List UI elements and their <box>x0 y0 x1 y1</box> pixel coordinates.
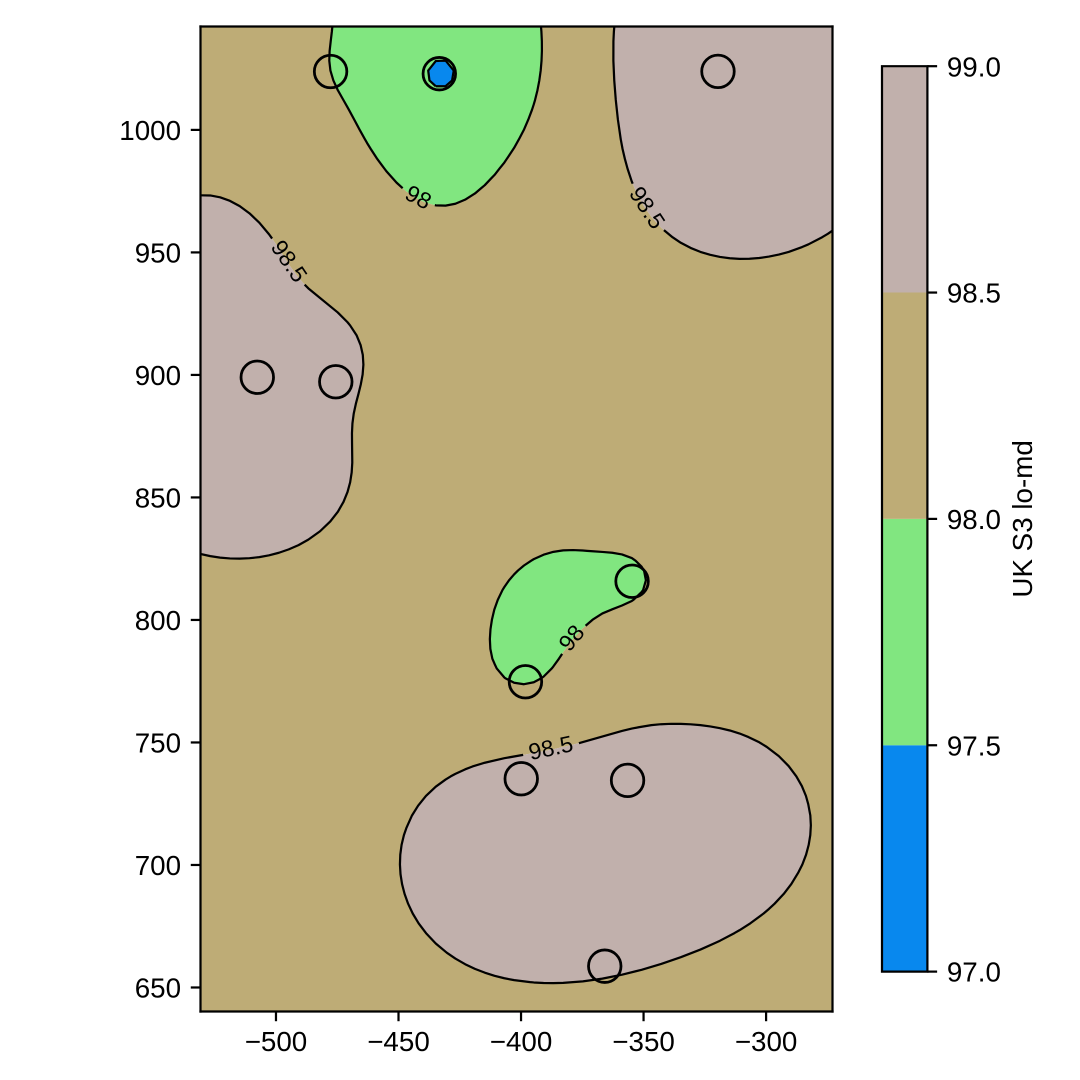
svg-text:99.0: 99.0 <box>947 51 1001 82</box>
svg-text:950: 950 <box>135 237 181 268</box>
svg-text:98.0: 98.0 <box>947 504 1001 535</box>
svg-text:900: 900 <box>135 360 181 391</box>
svg-text:−300: −300 <box>735 1026 798 1057</box>
svg-text:98.5: 98.5 <box>947 278 1001 309</box>
svg-text:UK S3 lo-md: UK S3 lo-md <box>1007 440 1038 597</box>
svg-text:650: 650 <box>135 973 181 1004</box>
svg-text:97.0: 97.0 <box>947 957 1001 988</box>
svg-text:750: 750 <box>135 728 181 759</box>
svg-text:1000: 1000 <box>119 115 181 146</box>
svg-text:97.5: 97.5 <box>947 730 1001 761</box>
svg-text:850: 850 <box>135 483 181 514</box>
svg-text:−350: −350 <box>612 1026 675 1057</box>
svg-text:−450: −450 <box>367 1026 430 1057</box>
svg-text:−500: −500 <box>245 1026 308 1057</box>
svg-text:700: 700 <box>135 850 181 881</box>
svg-text:800: 800 <box>135 605 181 636</box>
svg-text:−400: −400 <box>490 1026 553 1057</box>
